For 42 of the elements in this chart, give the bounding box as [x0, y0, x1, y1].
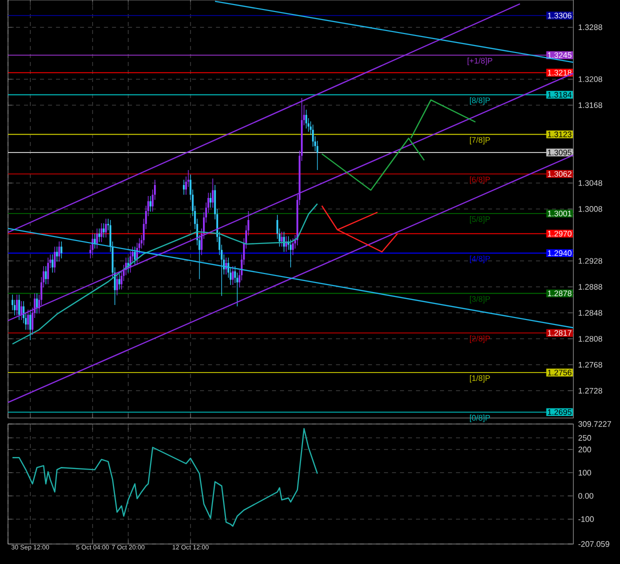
y-tick-label: 1.2808: [578, 336, 602, 342]
y-tick-label: 1.2888: [578, 284, 602, 290]
y-tick-label: 1.3008: [578, 206, 602, 212]
y-tick-label: 1.2848: [578, 310, 602, 316]
annotation: [3/8]P: [470, 296, 490, 304]
ref-line-label: 1.3123: [548, 132, 572, 138]
ref-line-label: 1.2817: [548, 330, 572, 336]
y-tick-label: 309.7227: [578, 421, 612, 427]
ref-line-label: 1.2878: [548, 290, 572, 296]
y-tick-label: 1.2728: [578, 388, 602, 394]
ref-line-label: 1.3062: [548, 171, 572, 177]
y-tick-label: 1.2768: [578, 362, 602, 368]
y-tick-label: 1.3048: [578, 180, 602, 186]
y-tick-label: 1.3168: [578, 102, 602, 108]
y-tick-label: 200: [578, 446, 592, 452]
ref-line-label: 1.3245: [548, 52, 572, 58]
ref-line-label: 1.2756: [548, 370, 572, 376]
y-tick-label: 250: [578, 435, 592, 441]
annotation: [2/8]P: [470, 335, 490, 343]
ref-line-label: 1.3306: [548, 12, 572, 18]
annotation: [7/8]P: [470, 136, 490, 144]
annotation: [+1/8]P: [468, 58, 492, 66]
y-tick-label: -207.059: [578, 541, 610, 547]
ref-line-label: 1.3095: [548, 150, 572, 156]
y-tick-label: 1.3288: [578, 24, 602, 30]
y-tick-label: 1.2928: [578, 258, 602, 264]
annotation: [1/8]P: [470, 375, 490, 383]
y-tick-label: -100: [578, 516, 594, 522]
annotation: [5/8]P: [470, 216, 490, 224]
annotation: [4/8]P: [470, 256, 490, 264]
y-tick-label: 0.00: [578, 493, 594, 499]
y-tick-label: 100: [578, 470, 592, 476]
annotation: [8/8]P: [470, 97, 490, 105]
ref-line-label: 1.3218: [548, 70, 572, 76]
ref-line-label: 1.2695: [548, 409, 572, 415]
ref-line-label: 1.2940: [548, 250, 572, 256]
ref-line-label: 1.3184: [548, 92, 572, 98]
ref-line-label: 1.2970: [548, 230, 572, 236]
annotation: [6/8]P: [470, 176, 490, 184]
annotation: [0/8]P: [470, 414, 490, 422]
y-tick-label: 1.3208: [578, 76, 602, 82]
ref-line-label: 1.3001: [548, 210, 572, 216]
